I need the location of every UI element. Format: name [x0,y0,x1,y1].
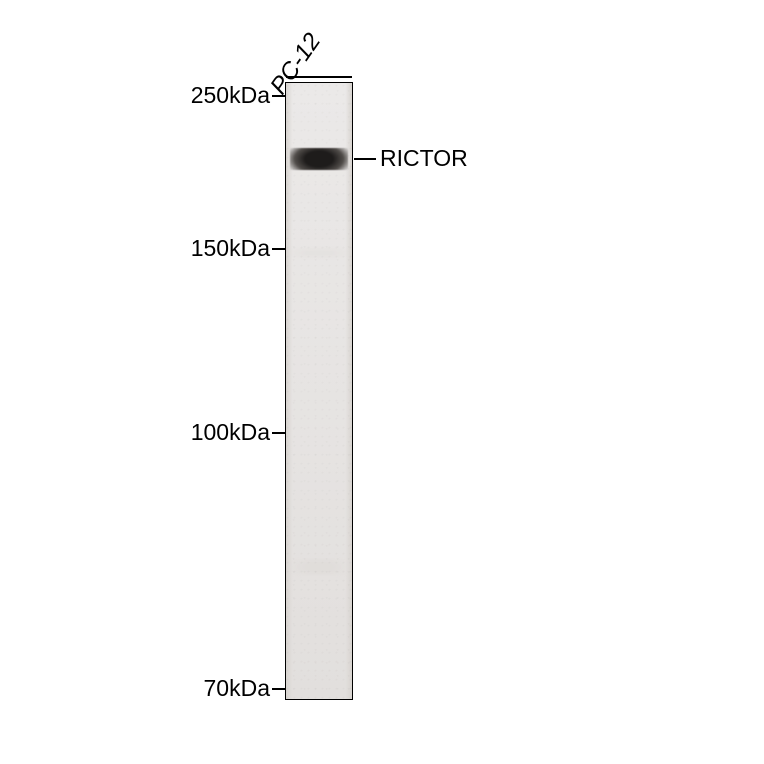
lane-header-underline [286,76,352,78]
band-tick [354,158,376,160]
band-label: RICTOR [380,145,468,172]
mw-marker-label: 150kDa [191,235,270,262]
mw-marker-label: 70kDa [204,675,270,702]
band-faint-150 [290,248,348,258]
mw-marker-tick [272,95,286,97]
mw-marker-tick [272,432,286,434]
mw-marker-tick [272,688,286,690]
mw-marker-label: 100kDa [191,419,270,446]
mw-marker-tick [272,248,286,250]
band-RICTOR [290,148,348,170]
mw-marker-label: 250kDa [191,82,270,109]
western-blot-figure: PC-12 250kDa150kDa100kDa70kDaRICTOR [0,0,764,764]
band-faint-low [290,559,348,575]
blot-lane [285,82,353,700]
lane-background [286,83,352,699]
